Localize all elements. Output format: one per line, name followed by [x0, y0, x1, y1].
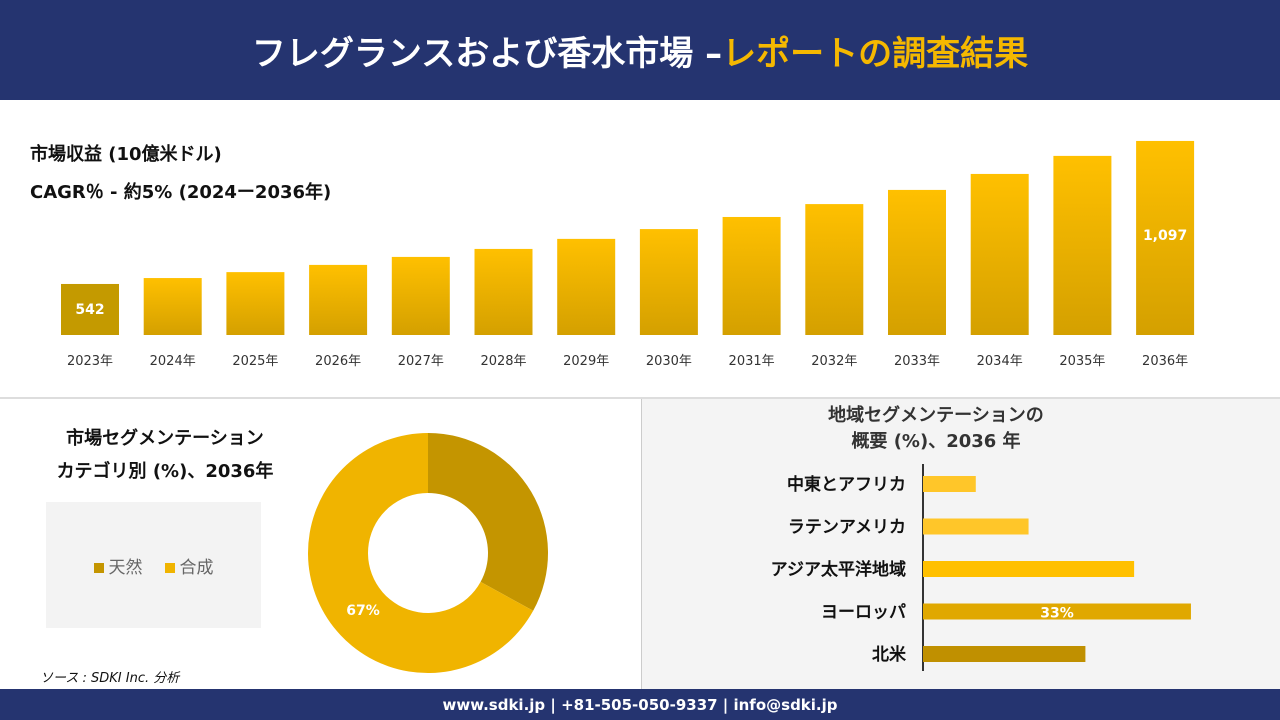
bar-data-label: 542 [75, 302, 104, 318]
revenue-bar [1136, 140, 1195, 335]
revenue-bar [391, 256, 450, 335]
region-data-label: 33% [1040, 606, 1074, 622]
donut-legend: 天然 合成 [46, 502, 261, 628]
year-label: 2024年 [150, 354, 196, 369]
cagr-text: CAGR％ - 約5% (2024ー2036年) [30, 182, 332, 203]
legend-label: 天然 [108, 557, 143, 578]
region-bar [923, 603, 1191, 620]
revenue-bar [143, 278, 202, 335]
year-label: 2034年 [977, 354, 1023, 369]
source-note: ソース : SDKI Inc. 分析 [40, 671, 180, 686]
year-label: 2028年 [480, 354, 526, 369]
region-title-line2: 概要 (%)、2036 年 [851, 431, 1021, 452]
region-label: アジア太平洋地域 [771, 559, 906, 580]
revenue-bar [1053, 155, 1112, 335]
legend-swatch [164, 562, 175, 573]
region-title: 地域セグメンテーションの 概要 (%)、2036 年 [642, 403, 1280, 455]
page-title: フレグランスおよび香水市場 – [251, 33, 723, 74]
revenue-bar [226, 272, 285, 335]
legend-label: 合成 [179, 557, 214, 578]
header-banner: フレグランスおよび香水市場 – レポートの調査結果 [0, 0, 1280, 100]
revenue-bar-chart: 2023年 542 2024年 2025年 2026年 2027年 2028年 2029年 20… [61, 140, 1195, 369]
segment-title-line1: 市場セグメンテーション [66, 428, 264, 449]
region-bar [923, 561, 1135, 577]
region-bar [923, 646, 1086, 662]
year-label: 2031年 [729, 354, 775, 369]
bar-data-label: 1,097 [1143, 228, 1187, 244]
legend-item-natural: 天然 [93, 553, 143, 578]
year-label: 2023年 [67, 354, 113, 369]
legend-swatch [93, 562, 104, 573]
region-label: ヨーロッパ [821, 603, 906, 623]
legend-item-synthetic: 合成 [164, 553, 214, 578]
segment-title: 市場セグメンテーション カテゴリ別 (%)、2036年 [30, 422, 300, 488]
year-label: 2032年 [811, 354, 857, 369]
revenue-bar [805, 204, 864, 335]
year-label: 2026年 [315, 354, 361, 369]
region-label: ラテンアメリカ [788, 518, 906, 538]
region-bar [923, 518, 1029, 535]
page-title-accent: レポートの調査結果 [722, 33, 1029, 74]
year-label: 2027年 [398, 354, 444, 369]
divider [0, 397, 1280, 399]
region-panel: 地域セグメンテーションの 概要 (%)、2036 年 中東とアフリカ ラテンアメリカ… [641, 399, 1280, 689]
revenue-bar [61, 283, 119, 335]
year-label: 2036年 [1142, 354, 1188, 369]
year-label: 2025年 [232, 354, 278, 369]
year-label: 2029年 [563, 354, 609, 369]
region-title-line1: 地域セグメンテーションの [828, 405, 1044, 426]
slice-data-label: 67% [346, 603, 380, 619]
donut-slice [308, 433, 534, 673]
region-label: 北米 [872, 644, 907, 665]
segment-title-line2: カテゴリ別 (%)、2036年 [56, 461, 274, 482]
revenue-bar [309, 264, 368, 335]
revenue-bar [557, 238, 616, 335]
donut-slice [428, 433, 548, 611]
year-label: 2033年 [894, 354, 940, 369]
revenue-bar [888, 189, 946, 335]
revenue-bar [474, 248, 533, 335]
region-label: 中東とアフリカ [787, 474, 906, 495]
revenue-bar [639, 229, 698, 335]
footer-contact: www.sdki.jp | +81-505-050-9337 | info@sd… [0, 689, 1280, 720]
year-label: 2035年 [1059, 354, 1105, 369]
region-bar [923, 476, 976, 492]
category-donut-chart: 67% [308, 433, 548, 673]
year-label: 2030年 [646, 354, 692, 369]
revenue-bar [970, 173, 1029, 335]
revenue-title: 市場収益 (10億米ドル) [30, 144, 222, 165]
revenue-bar [722, 216, 781, 335]
